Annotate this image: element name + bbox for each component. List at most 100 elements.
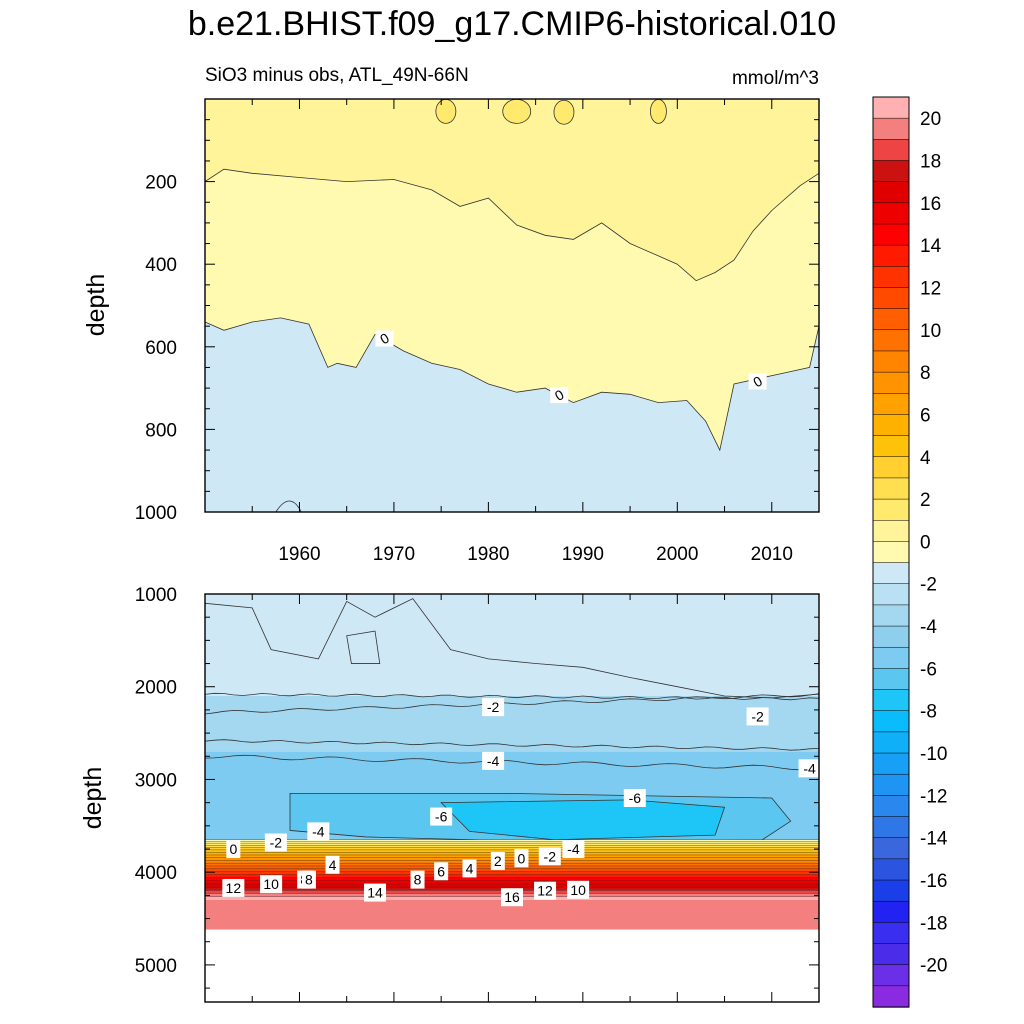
lower-contour-label: -6 [629, 790, 642, 806]
subtitle-right: mmol/m^3 [732, 68, 819, 89]
upper-contour-blob [502, 98, 532, 124]
upper-x-tick-label: 1960 [278, 544, 320, 565]
upper-contour-label-bg [550, 387, 569, 404]
colorbar-cell [872, 773, 910, 797]
colorbar-tick-label: 2 [920, 490, 931, 511]
colorbar-tick-label: 4 [920, 448, 931, 469]
colorbar-cell [872, 139, 910, 162]
lower-contour-line [204, 598, 820, 699]
lower-contour-label-bg [325, 855, 340, 874]
lower-layer-minus2-to-minus4 [205, 696, 819, 752]
colorbar-cell [872, 266, 910, 289]
lower-contour-label-bg [482, 698, 505, 717]
lower-contour-line [204, 693, 820, 715]
colorbar-cell [872, 181, 910, 204]
lower-contour-label-bg [567, 880, 590, 899]
lower-contour-label: -6 [435, 809, 448, 825]
figure-title: b.e21.BHIST.f09_g17.CMIP6-historical.010 [188, 5, 836, 43]
colorbar-tick-label: 16 [920, 194, 941, 215]
lower-contour-label: 10 [263, 876, 279, 892]
lower-frame [204, 593, 820, 1003]
colorbar-tick-label: 12 [920, 278, 941, 299]
colorbar-tick-label: 8 [920, 363, 931, 384]
lower-contour-label-bg [264, 833, 287, 852]
colorbar-cell [872, 710, 910, 733]
colorbar-tick-label: -12 [920, 786, 947, 807]
lower-contour-label: -2 [751, 708, 764, 724]
upper-positive-band [204, 98, 820, 282]
colorbar-cell [872, 583, 910, 606]
lower-contour-label-bg [514, 849, 529, 868]
lower-contour-label: 4 [466, 860, 474, 876]
colorbar-cell [872, 223, 910, 246]
lower-contour-label: 0 [518, 850, 526, 866]
lower-contour-blob [346, 630, 381, 664]
colorbar-cell [872, 371, 910, 394]
lower-contour-label-bg [746, 707, 769, 726]
lower-contour-label: -4 [567, 841, 580, 857]
lower-contour-label: -2 [487, 699, 500, 715]
colorbar-cell [872, 308, 910, 331]
lower-contour-label-bg [301, 870, 316, 889]
colorbar-cell [872, 520, 910, 543]
colorbar-tick-label: -16 [920, 871, 947, 892]
lower-contour-label-bg [490, 852, 505, 871]
colorbar-tick-label: -4 [920, 617, 937, 638]
subtitle-left: SiO3 minus obs, ATL_49N-66N [205, 65, 469, 86]
lower-contour-label-bg [562, 840, 585, 858]
upper-y-tick-label: 200 [145, 173, 177, 194]
lower-y-tick-label: 2000 [135, 678, 177, 699]
colorbar-cell [872, 985, 910, 1008]
upper-contour-label-bg [748, 373, 767, 390]
colorbar-cell [872, 795, 910, 818]
colorbar-cell [872, 393, 910, 416]
lower-contour-label-bg [538, 847, 561, 866]
upper-x-tick-label: 1980 [467, 544, 509, 565]
lower-contour-label: 14 [367, 885, 383, 901]
lower-contour-label: -2 [544, 848, 557, 864]
lower-layer-0-to-minus2 [205, 594, 819, 696]
upper-x-tick-label: 2010 [751, 544, 793, 565]
colorbar-tick-label: 18 [920, 151, 941, 172]
lower-contour-label-bg [307, 822, 330, 841]
lower-contour-label-bg [462, 859, 477, 878]
lower-contour-label: 10 [570, 882, 586, 898]
colorbar-tick-label: 10 [920, 321, 941, 342]
lower-contour-label: 12 [537, 883, 553, 899]
colorbar-cell [872, 541, 910, 564]
colorbar-tick-label: -20 [920, 956, 947, 977]
upper-x-tick-label: 1970 [373, 544, 415, 565]
lower-contour-label: 12 [226, 880, 242, 896]
colorbar-cell [872, 900, 910, 923]
upper-y-axis-label: depth [82, 274, 110, 337]
lower-contour-label-bg [226, 840, 241, 858]
lower-contour-label-bg [501, 888, 523, 907]
colorbar-cell [872, 414, 910, 437]
colorbar-cell [872, 625, 910, 648]
lower-contour-label: 4 [329, 857, 337, 873]
lower-contour-label: 6 [437, 863, 445, 879]
upper-y-tick-label: 600 [145, 338, 177, 359]
lower-contour-label: -4 [312, 823, 325, 839]
colorbar-cell [872, 943, 910, 966]
colorbar-cell [872, 752, 910, 775]
colorbar-cell [872, 477, 910, 500]
colorbar-cell [872, 160, 910, 183]
colorbar-cell [872, 879, 910, 902]
lower-y-tick-label: 1000 [135, 585, 177, 606]
colorbar-cell [872, 922, 910, 945]
colorbar-cell [872, 329, 910, 352]
lower-y-tick-label: 3000 [135, 770, 177, 791]
colorbar-cell [872, 244, 910, 267]
lower-contour-label: -2 [270, 835, 283, 851]
colorbar-tick-label: -14 [920, 829, 948, 850]
lower-contour-label: 2 [494, 853, 502, 869]
lower-contour-label-bg [798, 759, 821, 778]
upper-contour-blob [650, 98, 667, 124]
colorbar-cell [872, 498, 910, 521]
colorbar-tick-label: 6 [920, 405, 931, 426]
upper-y-tick-label: 400 [145, 255, 177, 276]
colorbar-cell [872, 435, 910, 458]
lower-y-tick-label: 4000 [135, 863, 177, 884]
